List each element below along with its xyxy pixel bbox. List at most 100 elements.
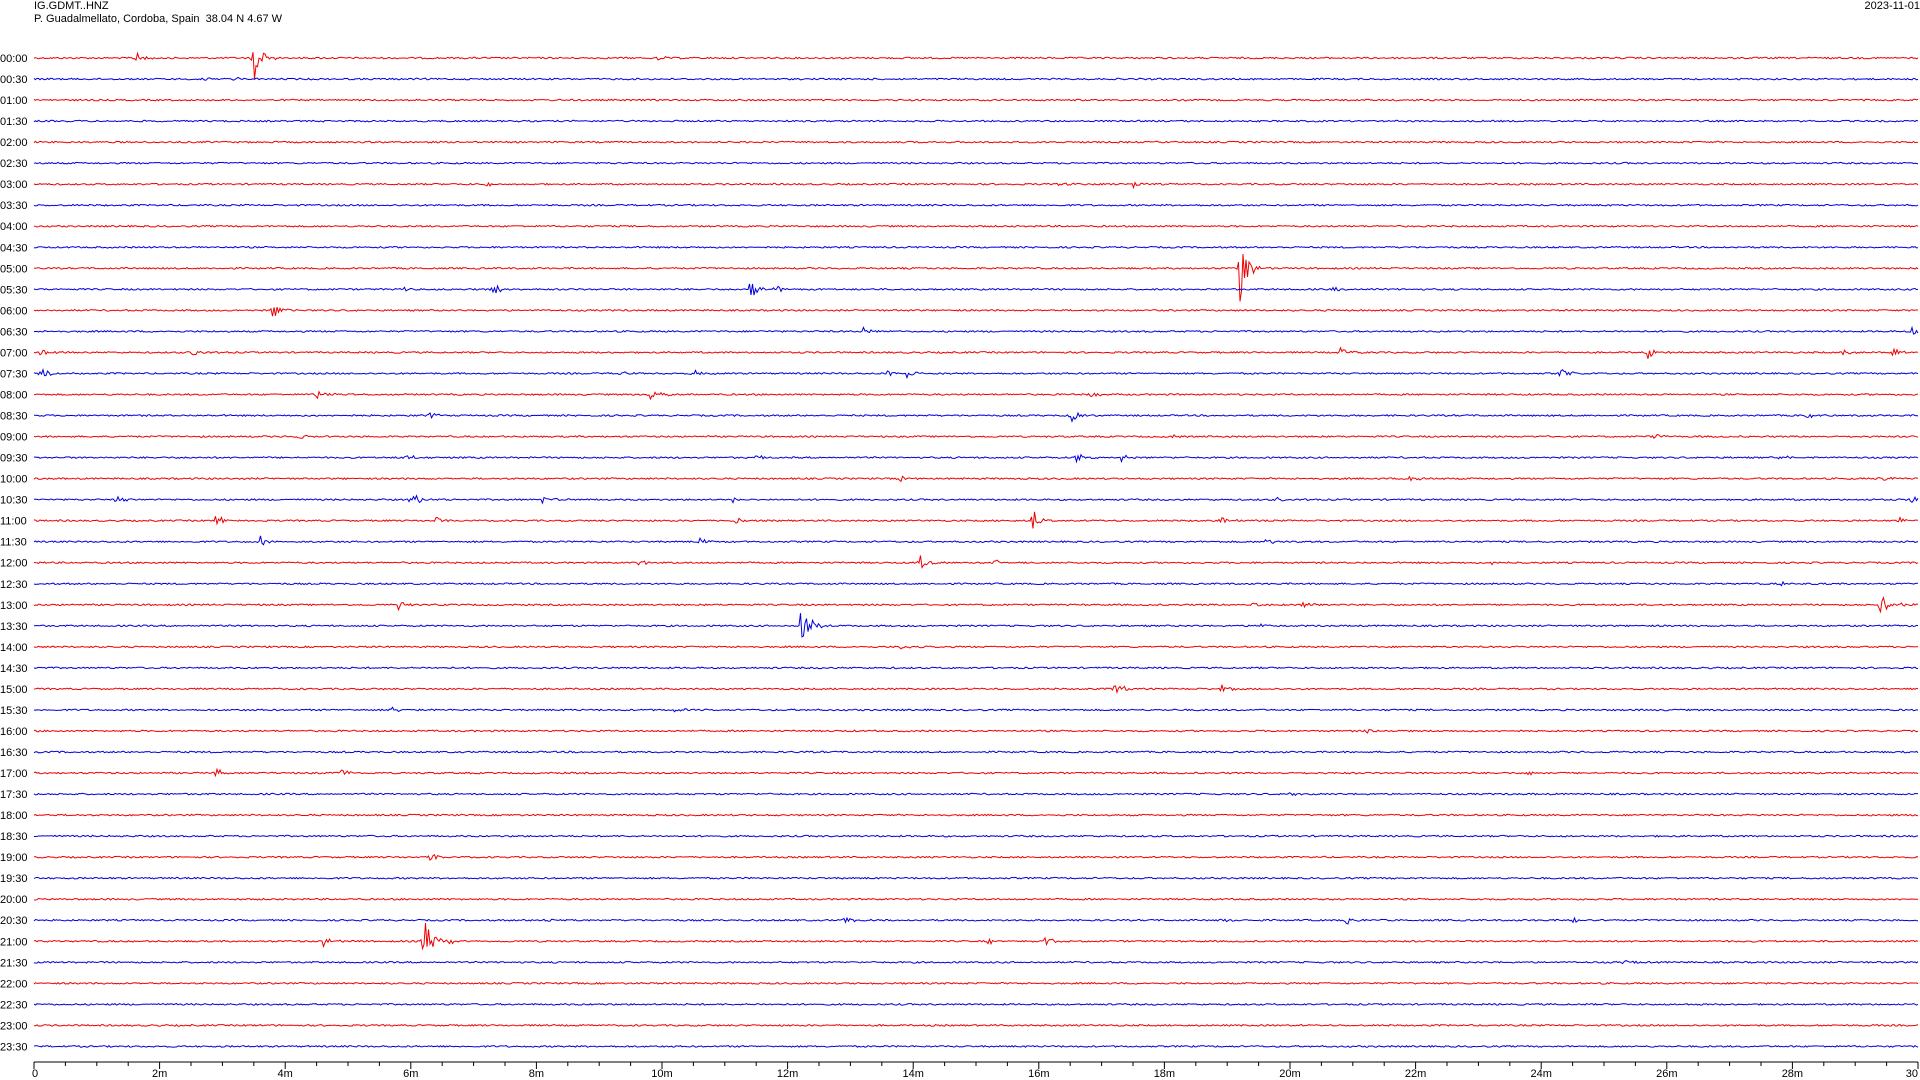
trace-09:00 <box>33 434 1919 439</box>
trace-10:30 <box>33 494 1919 505</box>
row-label: 17:30 <box>0 789 28 801</box>
trace-05:00 <box>33 253 1919 302</box>
record-date: 2023-11-01 <box>1864 0 1920 12</box>
trace-21:00 <box>33 922 1919 951</box>
row-label: 21:00 <box>0 936 28 948</box>
trace-03:00 <box>33 181 1919 190</box>
trace-17:30 <box>33 792 1919 797</box>
trace-00:00 <box>33 51 1919 79</box>
x-tick-label: 28m <box>1782 1068 1803 1080</box>
row-label: 02:00 <box>0 137 28 149</box>
x-tick-label: 4m <box>278 1068 293 1080</box>
trace-23:00 <box>33 1023 1919 1027</box>
row-label: 16:00 <box>0 726 28 738</box>
trace-15:00 <box>33 684 1919 695</box>
trace-07:00 <box>33 346 1919 359</box>
trace-05:30 <box>33 283 1919 296</box>
trace-08:00 <box>33 390 1919 401</box>
row-label: 01:30 <box>0 116 28 128</box>
trace-08:30 <box>33 411 1919 423</box>
row-label: 19:00 <box>0 852 28 864</box>
x-tick-label: 6m <box>403 1068 418 1080</box>
row-label: 19:30 <box>0 873 28 885</box>
x-tick-label: 14m <box>902 1068 923 1080</box>
trace-04:30 <box>33 245 1919 249</box>
row-label: 13:00 <box>0 600 28 612</box>
row-label: 16:30 <box>0 747 28 759</box>
row-label: 17:00 <box>0 768 28 780</box>
trace-15:30 <box>33 706 1919 713</box>
trace-06:00 <box>33 307 1918 317</box>
trace-16:30 <box>33 750 1919 754</box>
x-axis: 0 2m 4m 6m 8m 10m 12m 14m 16m 18m 20m 22m 24m 26m 28m 3… <box>32 1061 1919 1080</box>
row-label: 06:00 <box>0 305 28 317</box>
trace-13:00 <box>33 596 1919 614</box>
x-tick-label: 2m <box>152 1068 167 1080</box>
trace-22:00 <box>33 981 1919 985</box>
trace-20:00 <box>34 897 1919 901</box>
row-label: 04:00 <box>0 221 28 233</box>
traces <box>33 51 1919 1048</box>
trace-18:00 <box>33 813 1919 817</box>
row-label: 07:00 <box>0 347 28 359</box>
trace-16:00 <box>33 728 1919 734</box>
trace-19:00 <box>33 853 1919 861</box>
row-label: 22:30 <box>0 999 28 1011</box>
row-label: 00:00 <box>0 53 28 65</box>
row-label: 23:30 <box>0 1041 28 1053</box>
trace-13:30 <box>34 613 1919 638</box>
trace-04:00 <box>33 224 1919 228</box>
trace-20:30 <box>33 916 1919 925</box>
station-code: IG.GDMT..HNZ <box>34 0 109 12</box>
trace-11:00 <box>33 511 1919 529</box>
x-tick-label: 24m <box>1530 1068 1551 1080</box>
x-tick-label: 18m <box>1154 1068 1175 1080</box>
trace-22:30 <box>33 1002 1919 1006</box>
row-label: 03:30 <box>0 200 28 212</box>
row-label: 09:30 <box>0 453 28 465</box>
row-label: 08:00 <box>0 389 28 401</box>
row-label: 11:30 <box>0 537 27 549</box>
row-label: 07:30 <box>0 368 28 380</box>
trace-12:30 <box>33 580 1919 587</box>
trace-07:30 <box>33 367 1919 380</box>
trace-06:30 <box>33 325 1919 335</box>
x-tick-label: 16m <box>1028 1068 1049 1080</box>
x-tick-label: 30 <box>1906 1068 1918 1080</box>
station-location: P. Guadalmellato, Cordoba, Spain 38.04 N… <box>34 13 283 25</box>
row-label: 01:00 <box>0 95 28 107</box>
x-tick-label: 12m <box>777 1068 798 1080</box>
row-label: 12:30 <box>0 579 28 591</box>
trace-11:30 <box>33 535 1919 546</box>
trace-03:30 <box>33 203 1919 207</box>
row-label: 18:00 <box>0 810 28 822</box>
trace-21:30 <box>33 960 1919 965</box>
trace-09:30 <box>33 453 1919 464</box>
row-label: 05:30 <box>0 284 28 296</box>
trace-17:00 <box>33 767 1919 778</box>
trace-23:30 <box>33 1044 1919 1048</box>
x-tick-label: 8m <box>529 1068 544 1080</box>
row-label: 14:30 <box>0 663 28 675</box>
trace-00:30 <box>33 76 1919 81</box>
row-label: 15:00 <box>0 684 28 696</box>
x-tick-label: 10m <box>651 1068 672 1080</box>
x-tick-label: 0 <box>32 1068 38 1080</box>
trace-14:30 <box>33 666 1919 670</box>
row-labels: 00:00 00:30 01:00 01:30 02:00 02:30 03:00 03:30… <box>0 53 28 1053</box>
row-label: 13:30 <box>0 621 28 633</box>
row-label: 00:30 <box>0 74 28 86</box>
row-label: 04:30 <box>0 242 28 254</box>
row-label: 20:00 <box>0 894 28 906</box>
row-label: 06:30 <box>0 326 28 338</box>
row-label: 23:00 <box>0 1020 28 1032</box>
row-label: 02:30 <box>0 158 28 170</box>
row-label: 10:30 <box>0 495 28 507</box>
row-label: 18:30 <box>0 831 28 843</box>
row-label: 03:00 <box>0 179 28 191</box>
row-label: 14:00 <box>0 642 28 654</box>
trace-10:00 <box>33 475 1919 483</box>
row-label: 15:30 <box>0 705 28 717</box>
row-label: 22:00 <box>0 978 28 990</box>
